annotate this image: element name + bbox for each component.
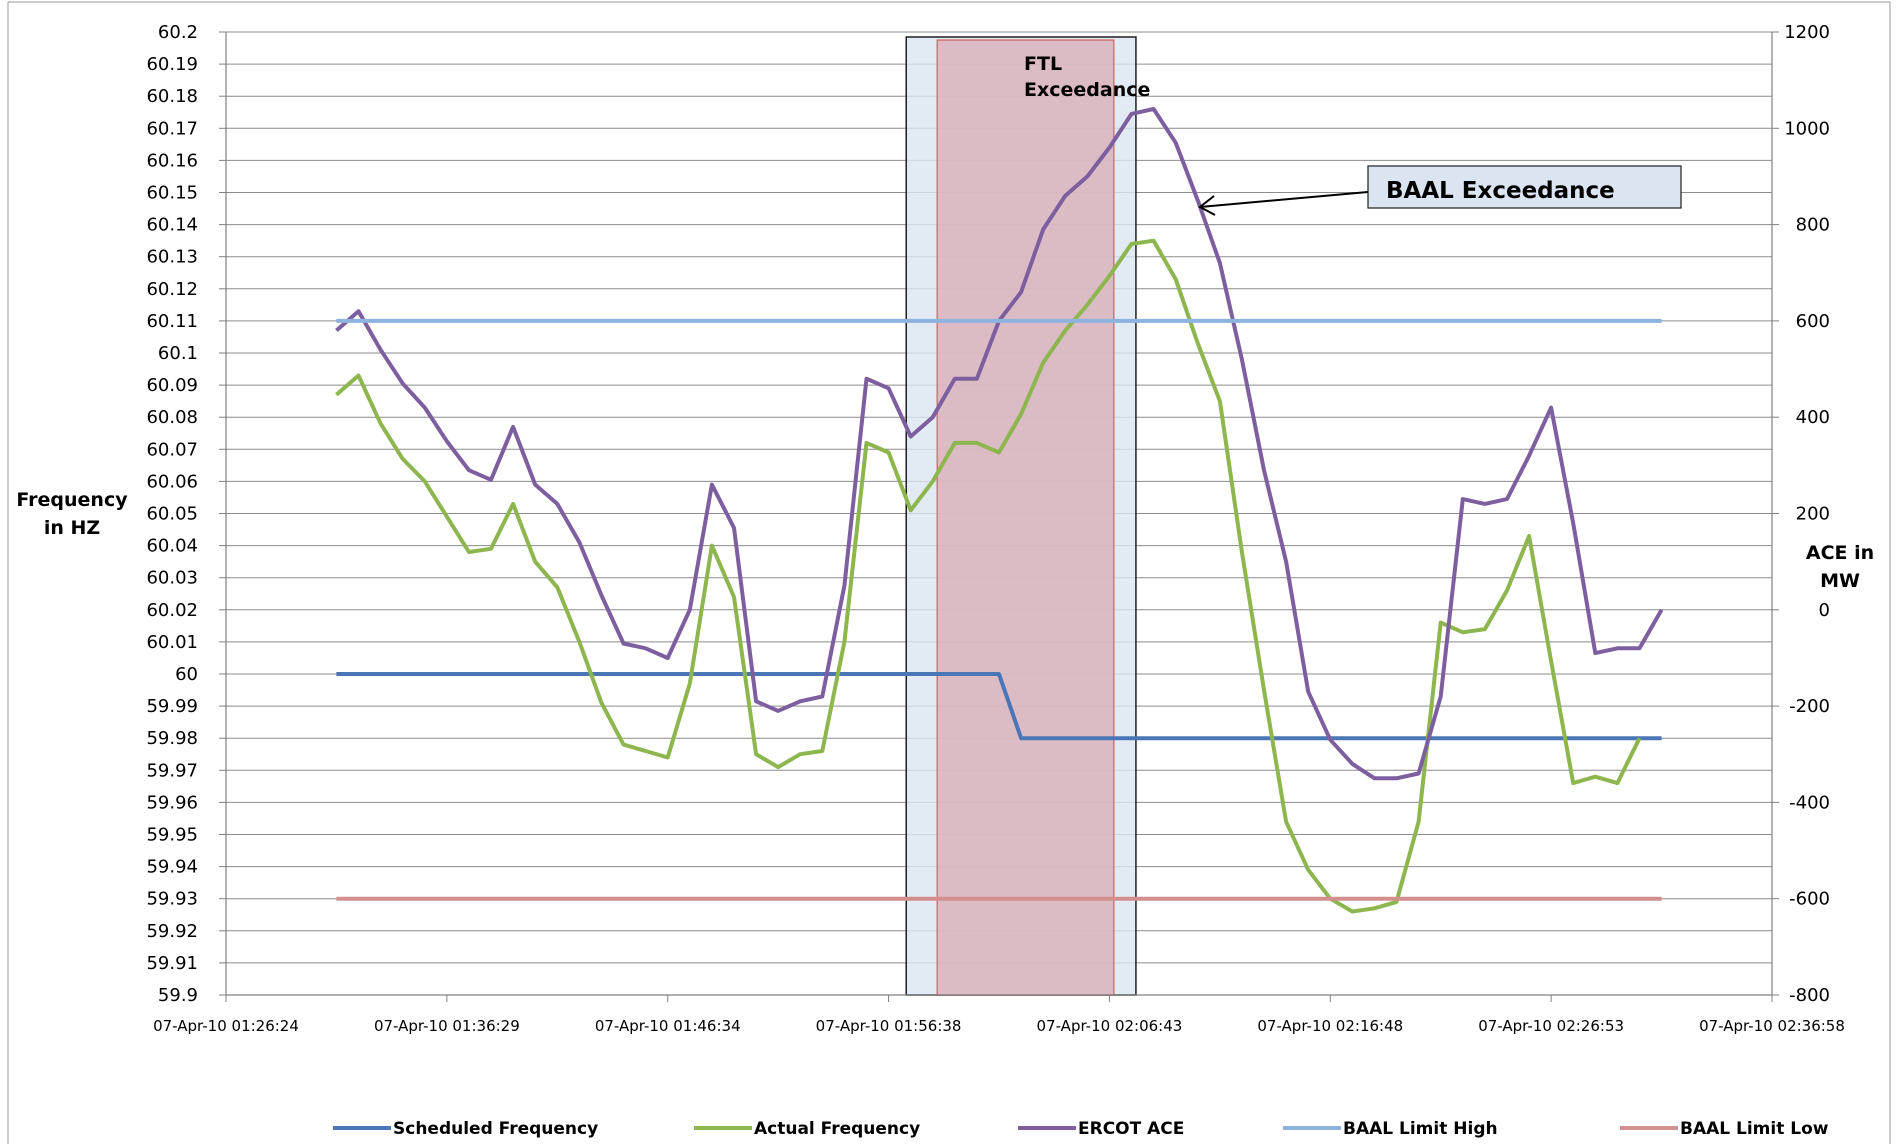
x-tick-label: 07-Apr-10 02:16:48 <box>1257 1017 1403 1035</box>
y-tick-label: 60.06 <box>146 471 198 492</box>
y-tick-label: 59.91 <box>146 953 198 974</box>
y2-tick-label: -400 <box>1789 792 1830 813</box>
y-tick-label: 60.19 <box>146 54 198 75</box>
y-tick-label: 59.94 <box>146 857 198 878</box>
x-tick-label: 07-Apr-10 02:26:53 <box>1478 1017 1624 1035</box>
tick-labels: 60.2 60.19 60.18 60.17 60.16 60.15 60.14 60.13 6… <box>146 22 1844 1035</box>
y2-tick-label: 1200 <box>1784 22 1830 43</box>
y-tick-label: 59.93 <box>146 889 198 910</box>
y-tick-label: 59.95 <box>146 825 198 846</box>
y-tick-label: 60.03 <box>146 568 198 589</box>
y2-tick-label: 800 <box>1796 215 1830 236</box>
legend-label: Scheduled Frequency <box>393 1119 598 1139</box>
y2-tick-label: 0 <box>1819 600 1830 621</box>
x-tick-label: 07-Apr-10 01:26:24 <box>153 1017 299 1035</box>
y-tick-label: 59.97 <box>146 760 198 781</box>
y-tick-label: 60.08 <box>146 407 198 428</box>
y-tick-label: 59.99 <box>146 696 198 717</box>
y2-axis-label-line-1: ACE in <box>1806 542 1874 564</box>
y-axis-label-line-1: Frequency <box>16 489 128 511</box>
legend: Scheduled Frequency Actual Frequency ERCOT… <box>333 1119 1829 1139</box>
axes <box>219 31 1779 1002</box>
ftl-label-line-1: FTL <box>1024 53 1062 75</box>
legend-label: ERCOT ACE <box>1078 1119 1184 1139</box>
y-tick-label: 60.11 <box>146 311 198 332</box>
series-line-scheduled-frequency <box>336 672 1662 741</box>
y-tick-label: 60.16 <box>146 150 198 171</box>
y2-tick-label: -200 <box>1789 696 1830 717</box>
baal-arrow-head <box>1198 195 1216 216</box>
y-tick-label: 60.14 <box>146 215 198 236</box>
y2-tick-label: 1000 <box>1784 118 1830 139</box>
legend-label: BAAL Limit High <box>1343 1119 1498 1139</box>
y-tick-label: 60.05 <box>146 504 198 525</box>
y-tick-label: 60 <box>175 664 198 685</box>
ftl-exceedance-box <box>936 39 1115 996</box>
x-tick-label: 07-Apr-10 02:36:58 <box>1699 1017 1845 1035</box>
series-lines <box>335 107 1664 914</box>
y-tick-label: 60.09 <box>146 375 198 396</box>
x-tick-label: 07-Apr-10 01:36:29 <box>374 1017 520 1035</box>
y-axis-label-line-2: in HZ <box>44 517 100 539</box>
y-tick-label: 60.07 <box>146 439 198 460</box>
baal-label-box <box>1367 165 1682 209</box>
y-tick-label: 60.13 <box>146 247 198 268</box>
y2-tick-label: 400 <box>1796 407 1830 428</box>
y-tick-label: 60.04 <box>146 536 198 557</box>
y-tick-label: 60.02 <box>146 600 198 621</box>
baal-label: BAAL Exceedance <box>1386 178 1615 204</box>
y-tick-label: 59.92 <box>146 921 198 942</box>
legend-label: BAAL Limit Low <box>1680 1119 1829 1139</box>
y2-tick-label: -600 <box>1789 889 1830 910</box>
ftl-label-line-2: Exceedance <box>1024 79 1150 101</box>
baal-arrow-line <box>1199 191 1369 208</box>
y-tick-label: 59.98 <box>146 728 198 749</box>
y-tick-label: 60.01 <box>146 632 198 653</box>
y-tick-label: 59.9 <box>158 985 198 1006</box>
x-tick-label: 07-Apr-10 01:46:34 <box>595 1017 741 1035</box>
exceedance-boxes <box>905 36 1137 996</box>
y-tick-label: 60.12 <box>146 279 198 300</box>
y2-tick-label: 600 <box>1796 311 1830 332</box>
y2-tick-label: -800 <box>1789 985 1830 1006</box>
y2-tick-label: 200 <box>1796 504 1830 525</box>
y-tick-label: 59.96 <box>146 792 198 813</box>
x-tick-label: 07-Apr-10 01:56:38 <box>816 1017 962 1035</box>
y-tick-label: 60.15 <box>146 183 198 204</box>
series-line-actual-frequency <box>335 238 1642 914</box>
y-tick-label: 60.18 <box>146 86 198 107</box>
y-tick-label: 60.1 <box>158 343 198 364</box>
y2-axis-label-line-2: MW <box>1820 570 1860 592</box>
legend-label: Actual Frequency <box>754 1119 920 1139</box>
y-tick-label: 60.2 <box>158 22 198 43</box>
y-tick-label: 60.17 <box>146 118 198 139</box>
x-tick-label: 07-Apr-10 02:06:43 <box>1037 1017 1183 1035</box>
